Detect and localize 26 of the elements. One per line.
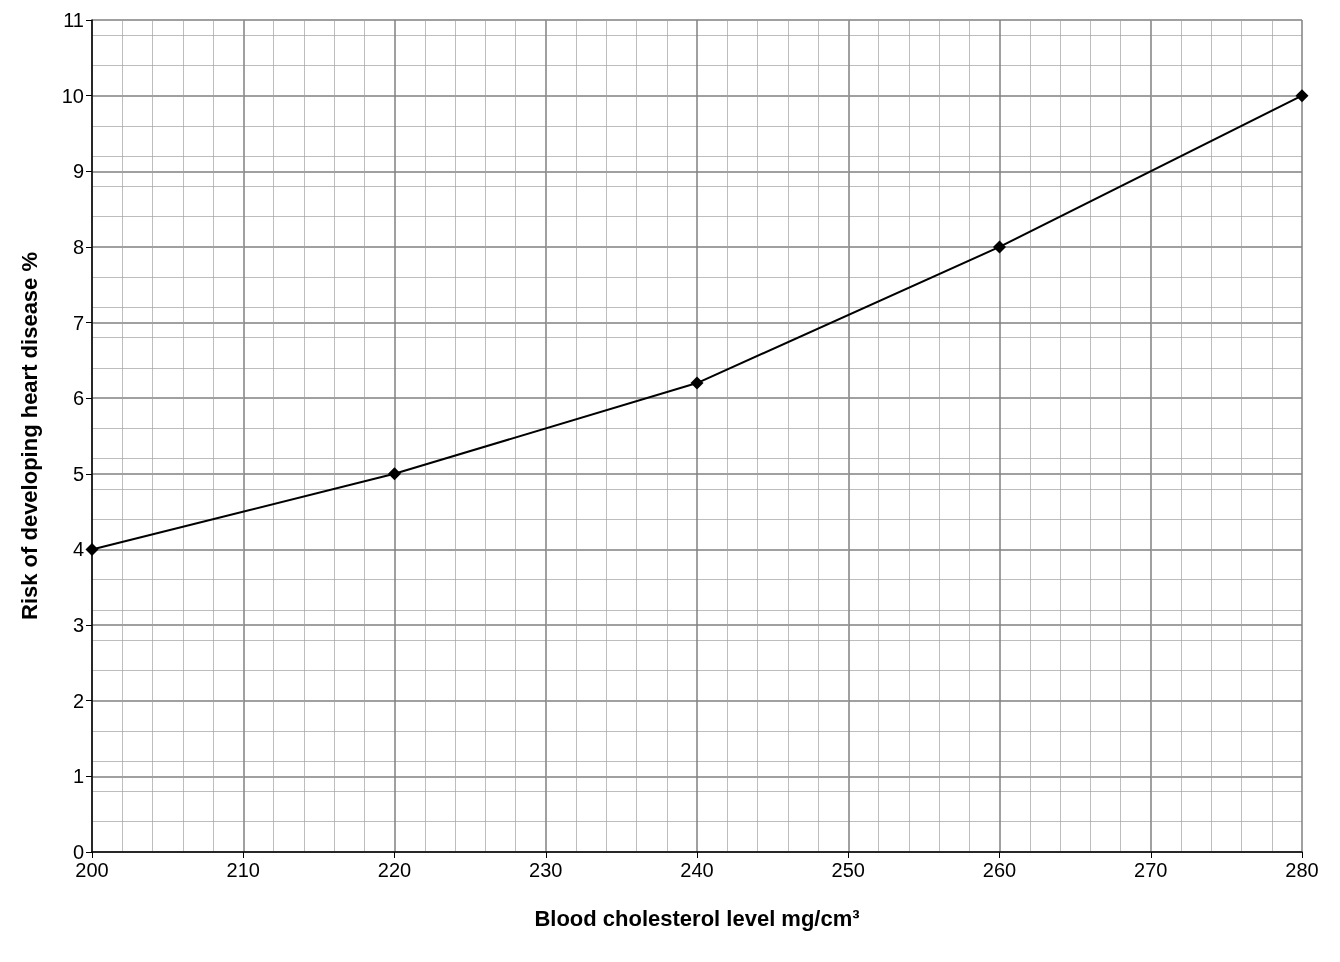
y-tick-label: 10 [61,84,84,107]
x-tick-label: 260 [982,859,1017,881]
y-tick-label: 1 [72,765,84,788]
y-tick-label: 2 [72,689,84,712]
y-tick-label: 4 [72,538,84,561]
x-tick-label: 270 [1134,859,1168,881]
y-tick-label: 7 [72,311,84,334]
x-tick-label: 240 [680,859,714,881]
x-axis-title: Blood cholesterol level mg/cm³ [534,905,860,931]
y-tick-label: 8 [72,235,84,258]
y-tick-label: 3 [72,614,84,637]
x-tick-label: 230 [529,859,563,881]
x-tick-label: 220 [377,859,412,881]
x-tick-label: 250 [831,859,865,881]
y-tick-label: 6 [72,387,84,410]
y-tick-label: 11 [63,9,84,31]
point [85,542,99,556]
y-tick-label: 5 [72,462,84,485]
x-tick-label: 280 [1285,859,1319,881]
y-axis-title: Risk of developing heart disease % [16,251,42,621]
point [690,376,704,390]
point [1295,89,1309,103]
point [993,240,1006,254]
x-tick-label: 210 [226,859,260,881]
point [388,467,401,481]
y-tick-label: 9 [72,160,84,183]
